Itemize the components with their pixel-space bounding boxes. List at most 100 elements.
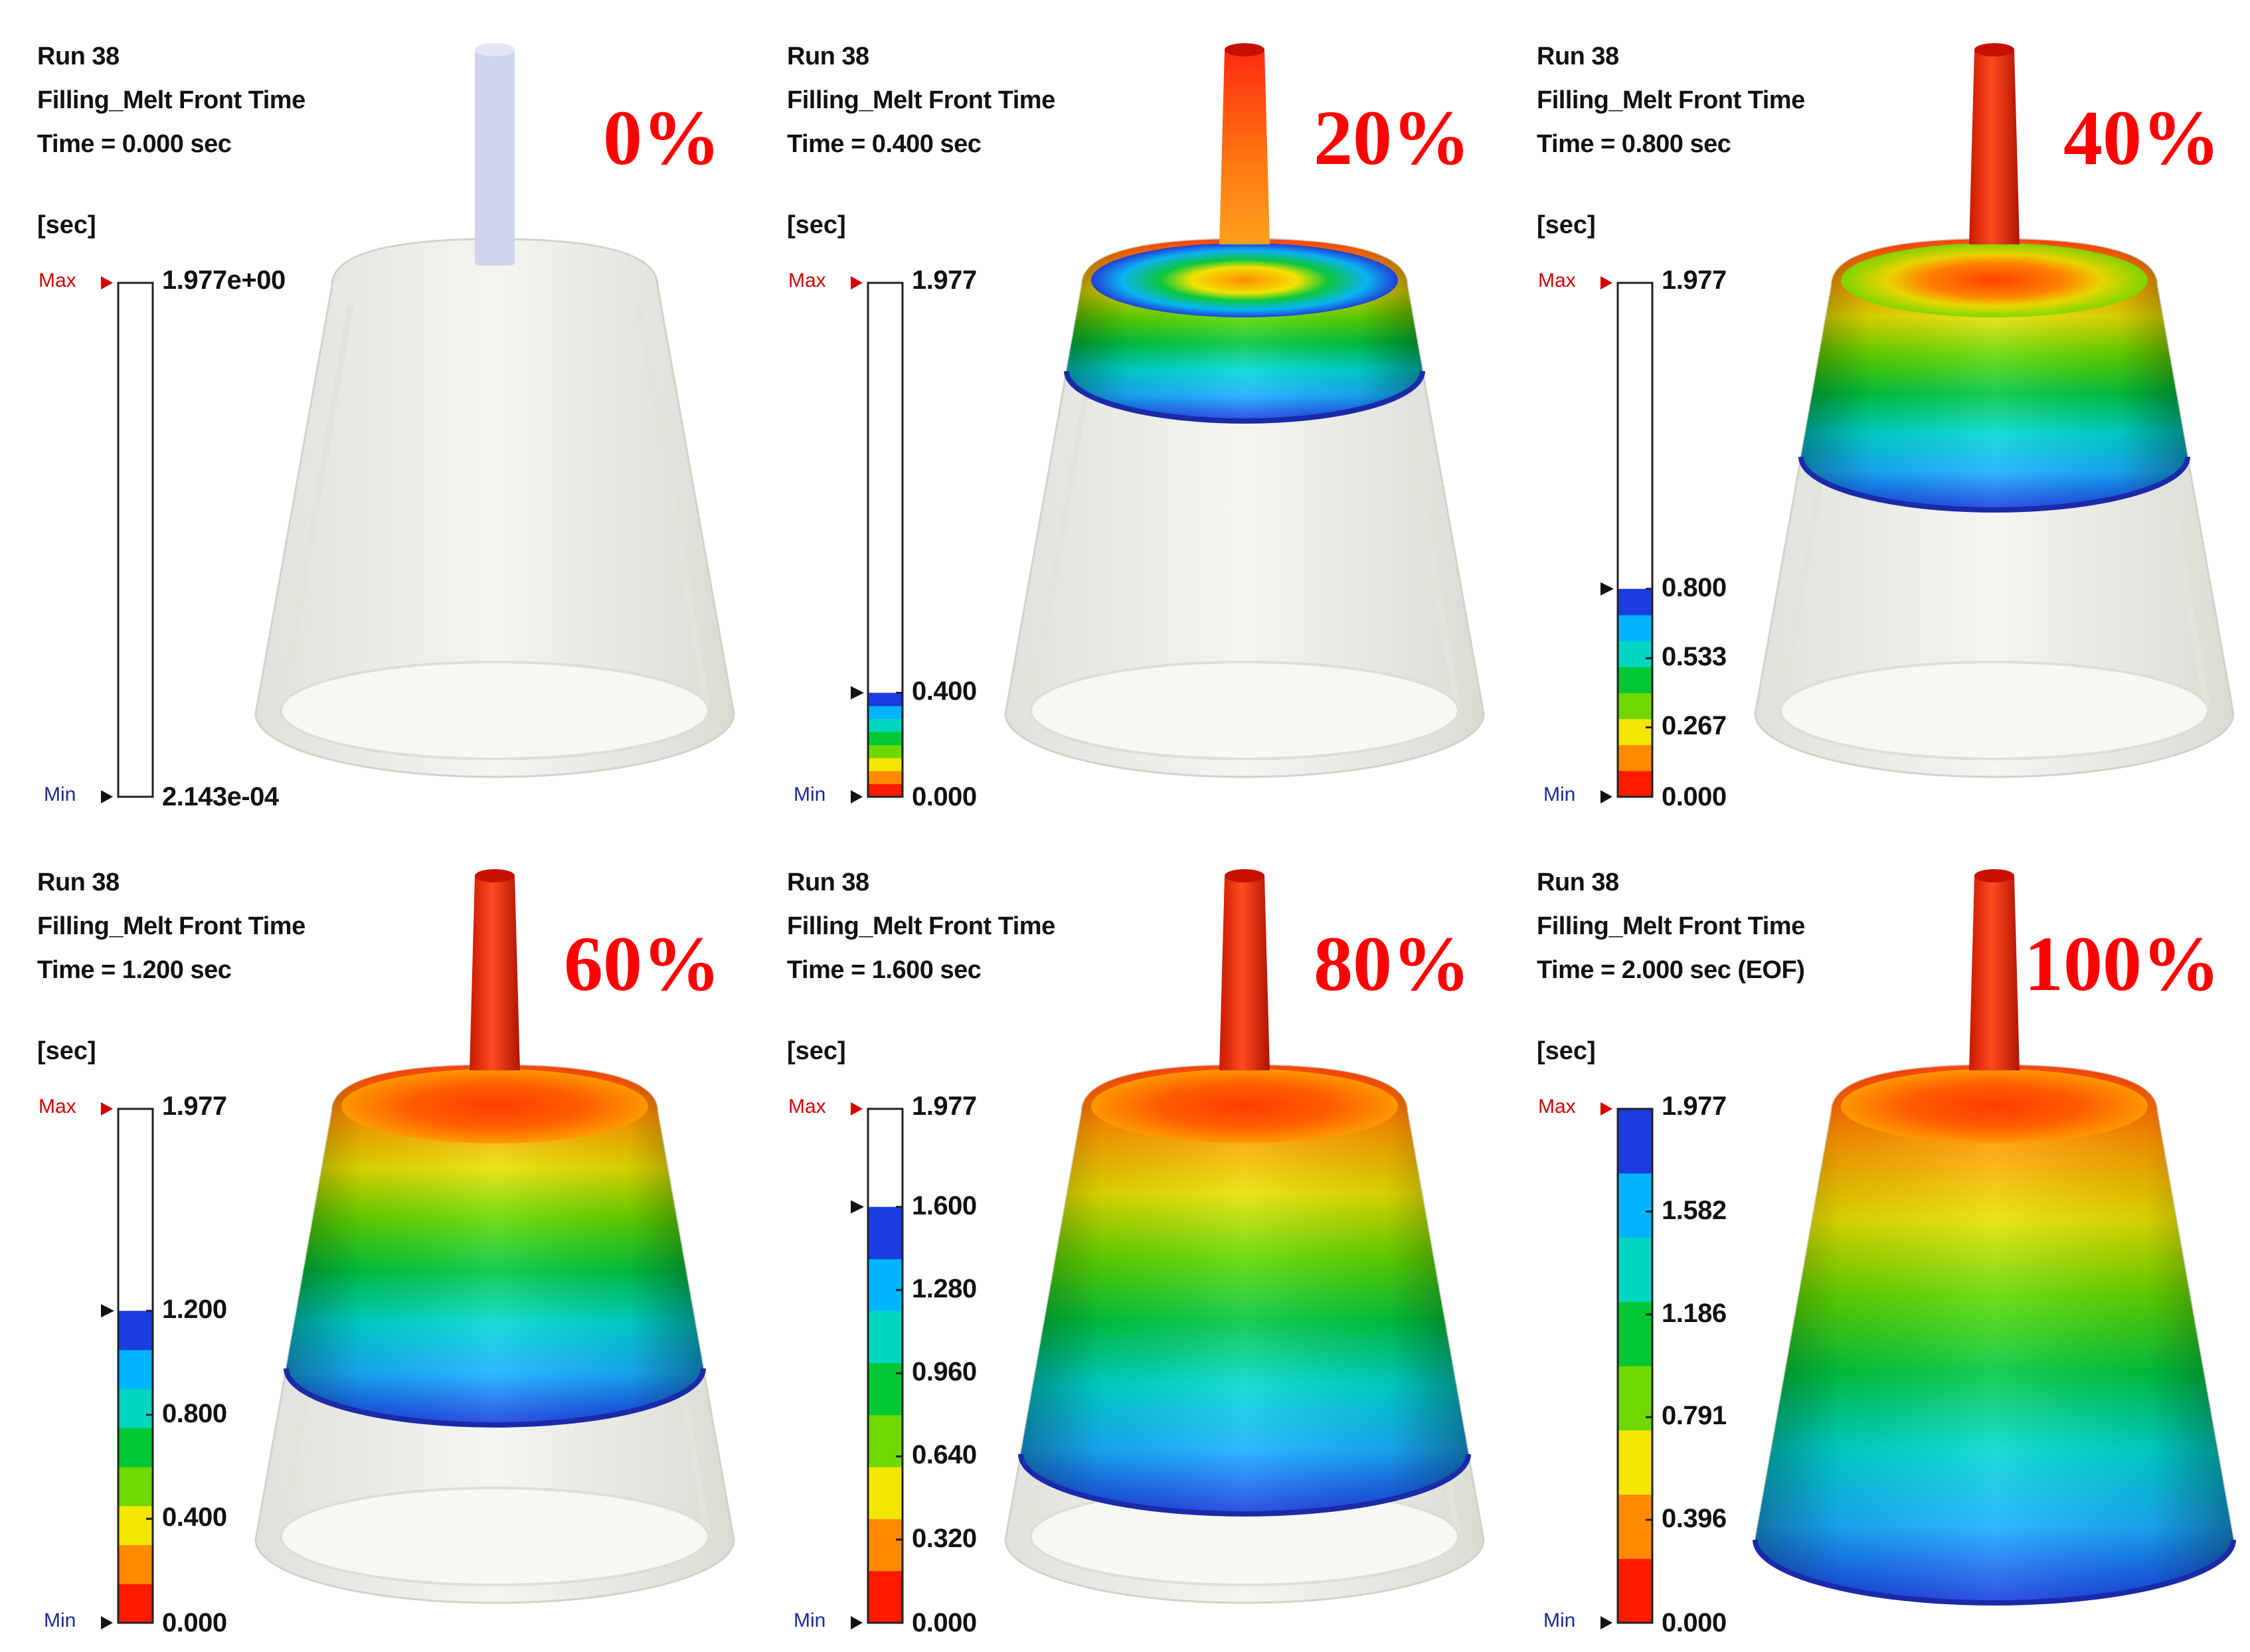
sprue-body [470, 876, 520, 1070]
legend-max-label: Max [788, 270, 826, 291]
legend-tick-value: 1.186 [1662, 1298, 1727, 1328]
fill-cap [341, 1069, 648, 1143]
legend-color-band [869, 705, 902, 720]
filled-region [1798, 239, 2190, 513]
ghost-opening [1779, 661, 2209, 760]
filled-region [1753, 1065, 2236, 1606]
legend-min-label: Min [1543, 1610, 1576, 1631]
time-label: Time = 0.400 sec [787, 130, 982, 158]
legend-color-band [1618, 1430, 1652, 1495]
legend-frame-outline [117, 1108, 154, 1624]
current-marker [851, 686, 864, 700]
min-marker [101, 790, 113, 803]
legend-bar [851, 1102, 904, 1629]
legend-color-band [119, 1428, 152, 1467]
ghost-opening [280, 1487, 710, 1586]
run-label: Run 38 [1537, 42, 1619, 70]
sprue [1969, 869, 2020, 1070]
panel-60pct: Run 38 Filling_Melt Front Time Time = 1.… [0, 826, 750, 1652]
current-marker [101, 1304, 114, 1318]
min-marker [1601, 1616, 1612, 1629]
legend-min-value: 0.000 [912, 1608, 977, 1637]
unit-label: [sec] [787, 1037, 846, 1065]
unit-label: [sec] [787, 211, 846, 239]
legend-tick-value: 0.400 [912, 677, 977, 706]
legend-bar [1601, 276, 1654, 803]
sprue-body [1219, 50, 1270, 244]
max-marker [101, 1102, 113, 1115]
legend-color-band [1618, 614, 1652, 641]
filled-region [1064, 239, 1425, 424]
run-label: Run 38 [37, 42, 120, 70]
fill-shading [286, 1065, 703, 1425]
info-block: Run 38 Filling_Melt Front Time Time = 0.… [37, 35, 305, 166]
max-marker [1601, 1102, 1612, 1115]
ghost-opening [1029, 661, 1460, 760]
legend-tick-value: 1.280 [912, 1274, 977, 1303]
time-label: Time = 1.600 sec [787, 956, 982, 984]
time-label: Time = 0.800 sec [1537, 130, 1731, 158]
info-block: Run 38 Filling_Melt Front Time Time = 1.… [787, 861, 1055, 992]
info-block: Run 38 Filling_Melt Front Time Time = 1.… [37, 861, 305, 992]
legend-tick-value: 1.582 [1662, 1195, 1727, 1225]
legend-color-band [869, 1467, 902, 1519]
legend-max-label: Max [39, 270, 76, 291]
scene-40pct [1601, 43, 2235, 803]
melt-front-rim [1798, 456, 2190, 513]
run-label: Run 38 [787, 42, 869, 70]
sprue-top [1974, 869, 2014, 882]
legend-frame-outline [1616, 282, 1654, 798]
scene-20pct [851, 43, 1485, 803]
unit-label: [sec] [1537, 1037, 1596, 1065]
info-block: Run 38 Filling_Melt Front Time Time = 2.… [1537, 861, 1805, 992]
info-block: Run 38 Filling_Melt Front Time Time = 0.… [787, 35, 1055, 166]
scene-100pct [1601, 869, 2236, 1629]
legend-color-band [869, 1414, 902, 1467]
result-name: Filling_Melt Front Time [1537, 912, 1805, 940]
sprue-top [475, 869, 515, 882]
melt-front-rim [1064, 371, 1425, 424]
legend-frame-outline [1616, 1108, 1654, 1624]
filled-region [1018, 1065, 1471, 1517]
fill-percent: 80% [1314, 920, 1470, 1007]
legend-tick-value: 0.396 [1662, 1503, 1727, 1533]
legend-tick-value: 0.800 [162, 1398, 227, 1428]
time-label: Time = 0.000 sec [37, 130, 232, 158]
legend-min-value: 0.000 [1662, 782, 1727, 811]
time-label: Time = 2.000 sec (EOF) [1537, 956, 1805, 984]
legend-max-value: 1.977e+00 [162, 266, 286, 295]
legend-color-band [869, 1363, 902, 1416]
sprue-top [1225, 43, 1264, 56]
result-name: Filling_Melt Front Time [1537, 86, 1805, 114]
legend-max-value: 1.977 [1662, 266, 1727, 295]
legend-color-band [119, 1467, 152, 1507]
result-name: Filling_Melt Front Time [37, 86, 305, 114]
legend-color-band [1618, 1558, 1652, 1623]
panel-100pct: Run 38 Filling_Melt Front Time Time = 2.… [1500, 826, 2249, 1652]
sprue [475, 43, 515, 266]
legend-min-label: Min [44, 784, 76, 805]
legend-color-band [119, 1349, 152, 1390]
legend-min-value: 0.000 [1662, 1608, 1727, 1637]
legend-color-band [869, 744, 902, 758]
legend-color-band [1618, 1109, 1652, 1174]
legend-color-band [119, 1311, 152, 1351]
min-marker [101, 1616, 113, 1629]
legend-min-value: 0.000 [162, 1608, 227, 1637]
legend-bar [101, 276, 154, 803]
max-marker [1601, 276, 1612, 289]
sprue-top [1225, 869, 1264, 882]
run-label: Run 38 [1537, 868, 1619, 896]
legend-color-band [869, 770, 902, 784]
legend-frame-outline [867, 1108, 904, 1624]
sprue-body [1219, 876, 1270, 1070]
run-label: Run 38 [787, 868, 869, 896]
legend-max-label: Max [1538, 1096, 1576, 1117]
result-name: Filling_Melt Front Time [787, 86, 1055, 114]
legend-min-label: Min [794, 784, 826, 805]
legend-frame-outline [867, 282, 904, 798]
sprue-top [1974, 43, 2014, 56]
legend-color-band [869, 784, 902, 797]
legend-color-band [869, 1570, 902, 1623]
fill-cap [1091, 243, 1398, 317]
